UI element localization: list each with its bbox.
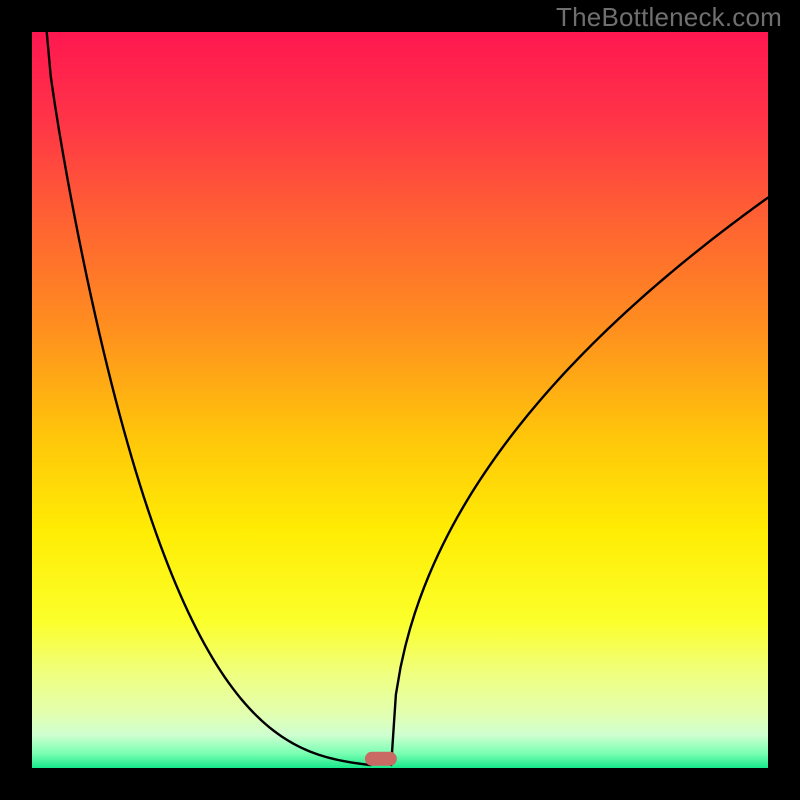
chart-frame: TheBottleneck.com: [0, 0, 800, 800]
plot-svg: [32, 32, 768, 768]
watermark-text: TheBottleneck.com: [556, 2, 782, 33]
trough-marker: [365, 752, 397, 766]
gradient-background: [32, 32, 768, 768]
